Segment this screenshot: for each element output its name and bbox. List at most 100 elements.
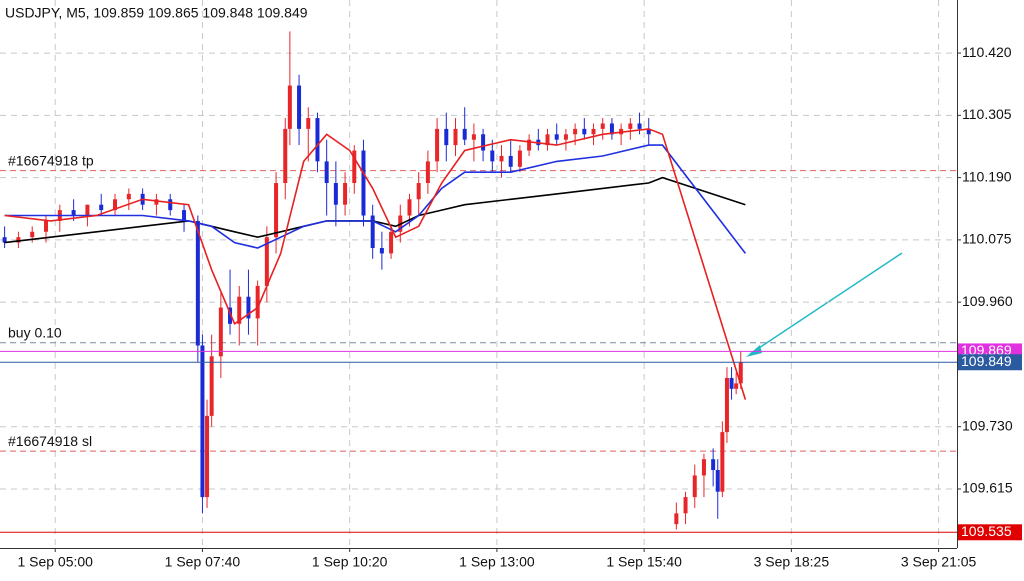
x-tick-label: 1 Sep 10:20 xyxy=(312,554,388,570)
candle-body xyxy=(711,459,716,471)
candle-body xyxy=(701,459,706,476)
candle-body xyxy=(674,513,679,525)
y-tick-label: 110.190 xyxy=(962,168,1012,184)
x-tick-label: 3 Sep 21:05 xyxy=(901,554,977,570)
candle-body xyxy=(200,345,205,498)
price-label: 109.535 xyxy=(961,523,1012,539)
candle-body xyxy=(379,248,384,254)
x-tick-label: 1 Sep 15:40 xyxy=(606,554,682,570)
candle-body xyxy=(729,377,734,389)
level-label: #16674918 tp xyxy=(8,152,94,168)
y-tick-label: 109.730 xyxy=(962,417,1013,433)
candle-body xyxy=(444,128,449,146)
price-label: 109.849 xyxy=(961,353,1012,369)
candle-body xyxy=(218,307,223,357)
candle-body xyxy=(600,123,605,129)
candle-body xyxy=(683,497,688,514)
candle-body xyxy=(85,204,90,216)
candle-body xyxy=(297,85,302,129)
candle-body xyxy=(720,432,725,492)
candle-body xyxy=(554,134,559,140)
candle-body xyxy=(126,193,131,200)
candle-body xyxy=(44,220,49,232)
price-label: 109.869 xyxy=(961,342,1012,358)
candle-body xyxy=(324,161,329,184)
candle-body xyxy=(527,139,532,151)
candle-body xyxy=(715,470,720,492)
candle-body xyxy=(508,155,513,167)
price-box xyxy=(958,524,1022,541)
candle-body xyxy=(154,199,159,205)
candle-body xyxy=(16,237,21,243)
candle-body xyxy=(407,199,412,216)
candle-body xyxy=(246,296,251,319)
candle-body xyxy=(99,204,104,211)
moving-average xyxy=(4,144,747,254)
arrow xyxy=(749,252,903,355)
moving-average xyxy=(4,128,747,400)
candle-body xyxy=(734,383,739,389)
candle-body xyxy=(692,475,697,498)
candle-body xyxy=(71,210,76,216)
candle-body xyxy=(389,231,394,254)
candle-body xyxy=(2,237,7,243)
candle-body xyxy=(306,118,311,129)
candle-body xyxy=(646,128,651,135)
chart-title: USDJPY, M5, 109.859 109.865 109.848 109.… xyxy=(5,5,308,21)
candle-body xyxy=(471,134,476,140)
candle-body xyxy=(425,161,430,184)
candle-body xyxy=(30,231,35,238)
candle-body xyxy=(168,199,173,211)
candle-body xyxy=(453,128,458,146)
candle-body xyxy=(287,85,292,129)
x-tick-label: 3 Sep 18:25 xyxy=(754,554,830,570)
candle-body xyxy=(237,296,242,324)
x-tick-label: 1 Sep 05:00 xyxy=(17,554,93,570)
y-tick-label: 110.075 xyxy=(962,231,1012,247)
candle-body xyxy=(628,123,633,129)
candle-body xyxy=(283,128,288,184)
candle-body xyxy=(264,237,269,286)
candle-body xyxy=(343,183,348,205)
candle-body xyxy=(481,134,486,151)
y-tick-label: 110.305 xyxy=(962,106,1012,122)
candle-body xyxy=(205,415,210,498)
candle-body xyxy=(315,118,320,162)
candle-body xyxy=(499,155,504,162)
candle-body xyxy=(462,128,467,140)
candle-body xyxy=(563,134,568,140)
candle-body xyxy=(361,150,366,216)
candle-body xyxy=(416,183,421,200)
candle-body xyxy=(352,150,357,184)
candle-body xyxy=(182,210,187,221)
candle-body xyxy=(609,123,614,135)
candle-body xyxy=(517,150,522,167)
candle-body xyxy=(545,134,550,146)
candle-body xyxy=(490,150,495,162)
y-tick-label: 109.615 xyxy=(962,480,1013,496)
candle-body xyxy=(637,123,642,129)
candle-body xyxy=(573,128,578,135)
y-tick-label: 109.960 xyxy=(962,293,1013,309)
candle-body xyxy=(724,377,729,433)
candle-body xyxy=(209,356,214,416)
candle-body xyxy=(370,215,375,249)
candle-body xyxy=(274,183,279,238)
y-tick-label: 110.420 xyxy=(962,44,1012,60)
candle-body xyxy=(738,362,743,384)
price-box xyxy=(958,354,1022,371)
level-label: buy 0.10 xyxy=(8,324,62,340)
candle-body xyxy=(113,199,118,211)
candle-body xyxy=(591,128,596,135)
x-tick-label: 1 Sep 07:40 xyxy=(165,554,241,570)
level-label: #16674918 sl xyxy=(8,433,92,449)
candle-body xyxy=(255,285,260,319)
candle-body xyxy=(333,183,338,205)
candle-body xyxy=(435,128,440,162)
x-tick-label: 1 Sep 13:00 xyxy=(459,554,535,570)
candle-body xyxy=(228,307,233,324)
candle-body xyxy=(582,128,587,135)
